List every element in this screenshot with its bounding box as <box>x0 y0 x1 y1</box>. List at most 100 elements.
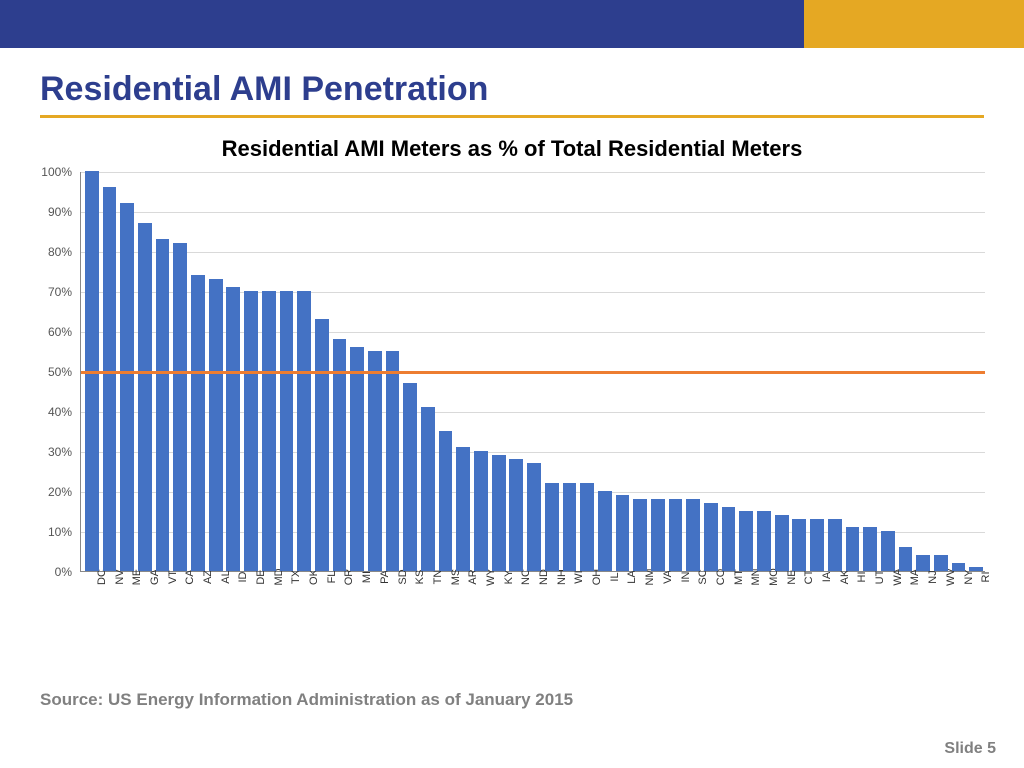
x-axis-label: NJ <box>923 570 939 583</box>
y-axis-label: 80% <box>48 245 72 259</box>
bar-NJ <box>916 555 930 571</box>
x-axis-label: MA <box>905 569 921 586</box>
bar-NC <box>509 459 523 571</box>
x-axis-label: OR <box>339 569 355 586</box>
bar-OH <box>580 483 594 571</box>
bar-WY <box>474 451 488 571</box>
x-axis-label: MI <box>357 571 373 583</box>
x-axis-label: NE <box>782 569 798 584</box>
bar-NH <box>545 483 559 571</box>
x-axis-label: NV <box>110 569 126 584</box>
gridline <box>81 172 985 173</box>
y-axis-label: 100% <box>41 165 72 179</box>
y-axis-label: 70% <box>48 285 72 299</box>
y-axis-label: 90% <box>48 205 72 219</box>
bar-NV <box>103 187 117 571</box>
bar-WA <box>881 531 895 571</box>
x-axis-label: TX <box>286 570 302 584</box>
x-axis-label: SD <box>393 569 409 584</box>
bar-ID <box>226 287 240 571</box>
x-axis-label: ID <box>233 572 249 583</box>
header-gold-strip <box>804 0 1024 48</box>
gridline <box>81 212 985 213</box>
x-axis-label: TN <box>428 570 444 585</box>
bar-MA <box>899 547 913 571</box>
x-axis-label: UT <box>870 570 886 585</box>
x-axis-label: KY <box>499 570 515 585</box>
bar-ND <box>527 463 541 571</box>
bar-CO <box>704 503 718 571</box>
title-underline <box>40 115 984 118</box>
bar-SD <box>386 351 400 571</box>
bar-CA <box>173 243 187 571</box>
ami-penetration-chart: 0%10%20%30%40%50%60%70%80%90%100% DCNVME… <box>30 172 990 622</box>
bar-MN <box>739 511 753 571</box>
x-axis-label: KS <box>410 570 426 585</box>
x-axis-label: NY <box>959 569 975 584</box>
bar-NE <box>775 515 789 571</box>
y-axis: 0%10%20%30%40%50%60%70%80%90%100% <box>30 172 76 572</box>
bar-HI <box>846 527 860 571</box>
bar-AK <box>828 519 842 571</box>
x-axis-label: IN <box>676 572 692 583</box>
bar-AL <box>209 279 223 571</box>
bar-NY <box>952 563 966 571</box>
chart-title: Residential AMI Meters as % of Total Res… <box>40 136 984 162</box>
x-axis-label: AL <box>216 570 232 583</box>
bar-OK <box>297 291 311 571</box>
x-axis-label: HI <box>852 572 868 583</box>
x-axis-label: MN <box>746 568 762 585</box>
slide-title: Residential AMI Penetration <box>40 70 984 109</box>
y-axis-label: 30% <box>48 445 72 459</box>
bar-KY <box>492 455 506 571</box>
bar-MT <box>722 507 736 571</box>
x-axis-label: OK <box>304 569 320 585</box>
plot-area: DCNVMEGAVTCAAZALIDDEMDTXOKFLORMIPASDKSTN… <box>80 172 985 572</box>
header-blue-strip <box>0 0 804 48</box>
bar-VA <box>651 499 665 571</box>
x-axis-label: WI <box>569 570 585 583</box>
bar-UT <box>863 527 877 571</box>
x-axis-label: VT <box>163 570 179 584</box>
x-axis-label: ND <box>534 569 550 585</box>
y-axis-label: 40% <box>48 405 72 419</box>
x-axis-label: IA <box>817 572 833 582</box>
bar-IL <box>598 491 612 571</box>
x-axis-label: CO <box>711 569 727 586</box>
bar-MO <box>757 511 771 571</box>
x-axis-label: NH <box>552 569 568 585</box>
x-axis-label: AZ <box>198 570 214 584</box>
gridline <box>81 252 985 253</box>
x-axis-label: DE <box>251 569 267 584</box>
bar-SC <box>686 499 700 571</box>
reference-line-50pct <box>81 371 985 374</box>
bar-IN <box>669 499 683 571</box>
x-axis-label: AK <box>835 570 851 585</box>
bar-TX <box>280 291 294 571</box>
bar-MD <box>262 291 276 571</box>
x-axis-label: IL <box>605 572 621 581</box>
y-axis-label: 60% <box>48 325 72 339</box>
bar-TN <box>421 407 435 571</box>
x-axis-label: PA <box>375 570 391 584</box>
source-citation: Source: US Energy Information Administra… <box>40 690 1024 710</box>
x-axis-label: OH <box>587 569 603 586</box>
x-axis-label: MT <box>729 569 745 585</box>
bar-MI <box>350 347 364 571</box>
x-axis-label: MS <box>446 569 462 586</box>
x-axis-label: CA <box>180 569 196 584</box>
bar-NM <box>633 499 647 571</box>
bar-VT <box>156 239 170 571</box>
x-axis-label: SC <box>693 569 709 584</box>
bar-WV <box>934 555 948 571</box>
x-axis-label: ME <box>127 569 143 586</box>
x-axis-label: VA <box>658 570 674 584</box>
bar-MS <box>439 431 453 571</box>
header-bar <box>0 0 1024 48</box>
x-axis-label: DC <box>92 569 108 585</box>
x-axis-label: LA <box>622 570 638 583</box>
bar-DE <box>244 291 258 571</box>
bar-AZ <box>191 275 205 571</box>
x-axis-label: FL <box>322 571 338 584</box>
slide-number: Slide 5 <box>944 740 996 758</box>
